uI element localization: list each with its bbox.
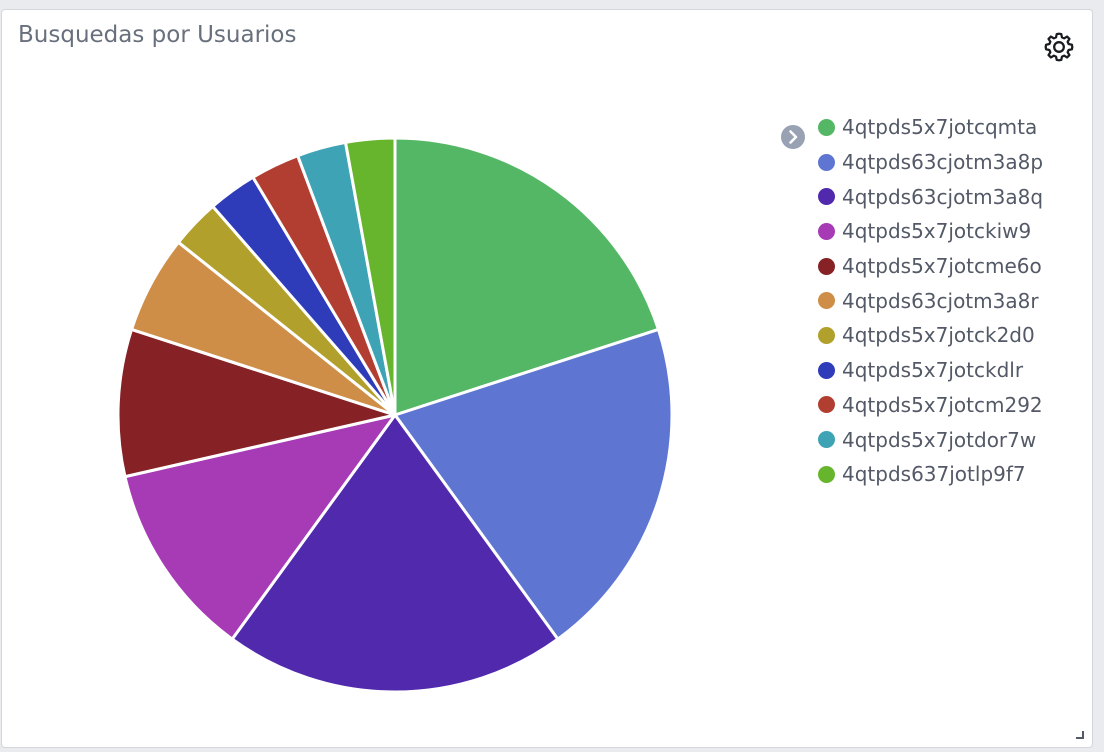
panel-title: Busquedas por Usuarios <box>18 22 297 48</box>
legend-color-dot <box>818 292 835 310</box>
pie-slice-4qtpds5x7jotckiw9[interactable] <box>123 413 397 641</box>
legend-label: 4qtpds5x7jotck2d0 <box>842 323 1035 348</box>
legend-item[interactable]: 4qtpds5x7jotcme6o <box>818 249 1043 284</box>
legend-color-dot <box>818 188 835 206</box>
legend-item[interactable]: 4qtpds5x7jotck2d0 <box>818 318 1043 353</box>
legend-color-dot <box>818 222 835 240</box>
pie-slice-4qtpds5x7jotcme6o[interactable] <box>116 327 397 479</box>
legend-item[interactable]: 4qtpds5x7jotcm292 <box>818 388 1043 423</box>
gear-icon[interactable] <box>1042 30 1076 64</box>
legend-color-dot <box>818 396 835 414</box>
legend-color-dot <box>818 361 835 379</box>
legend-item[interactable]: 4qtpds5x7jotdor7w <box>818 422 1043 457</box>
pie-slice-4qtpds63cjotm3a8p[interactable] <box>393 327 674 641</box>
legend-label: 4qtpds5x7jotckiw9 <box>842 219 1032 244</box>
visualization-panel: Busquedas por Usuarios 4qtpds5x7jotcqmta… <box>1 9 1093 748</box>
legend-color-dot <box>818 257 835 275</box>
legend-item[interactable]: 4qtpds5x7jotcqmta <box>818 110 1043 145</box>
legend-item[interactable]: 4qtpds5x7jotckiw9 <box>818 214 1043 249</box>
resize-corner-icon[interactable] <box>1076 731 1084 739</box>
legend-label: 4qtpds63cjotm3a8p <box>842 150 1044 175</box>
legend-label: 4qtpds5x7jotdor7w <box>842 427 1037 452</box>
legend-label: 4qtpds63cjotm3a8q <box>842 184 1044 209</box>
legend-item[interactable]: 4qtpds63cjotm3a8q <box>818 179 1043 214</box>
legend-list: 4qtpds5x7jotcqmta 4qtpds63cjotm3a8p 4qtpds… <box>818 110 1043 492</box>
legend-item[interactable]: 4qtpds63cjotm3a8r <box>818 283 1043 318</box>
pie-slice-4qtpds5x7jotcqmta[interactable] <box>393 136 660 417</box>
legend-label: 4qtpds5x7jotcqmta <box>842 115 1038 140</box>
legend-item[interactable]: 4qtpds63cjotm3a8p <box>818 145 1043 180</box>
legend-color-dot <box>818 431 835 449</box>
legend-label: 4qtpds637jotlp9f7 <box>842 462 1026 487</box>
chevron-right-circle-icon[interactable] <box>780 124 806 150</box>
legend-color-dot <box>818 153 835 171</box>
pie-slice-4qtpds63cjotm3a8q[interactable] <box>230 413 560 694</box>
legend-label: 4qtpds63cjotm3a8r <box>842 288 1039 313</box>
legend-label: 4qtpds5x7jotckdlr <box>842 358 1024 383</box>
legend-label: 4qtpds5x7jotcme6o <box>842 254 1042 279</box>
legend-color-dot <box>818 326 835 344</box>
pie-chart <box>116 136 674 694</box>
legend-item[interactable]: 4qtpds5x7jotckdlr <box>818 353 1043 388</box>
legend-label: 4qtpds5x7jotcm292 <box>842 392 1043 417</box>
legend-color-dot <box>818 465 835 483</box>
pie-slice-4qtpds637jotlp9f7[interactable] <box>344 136 397 417</box>
legend-color-dot <box>818 118 835 136</box>
legend-item[interactable]: 4qtpds637jotlp9f7 <box>818 457 1043 492</box>
